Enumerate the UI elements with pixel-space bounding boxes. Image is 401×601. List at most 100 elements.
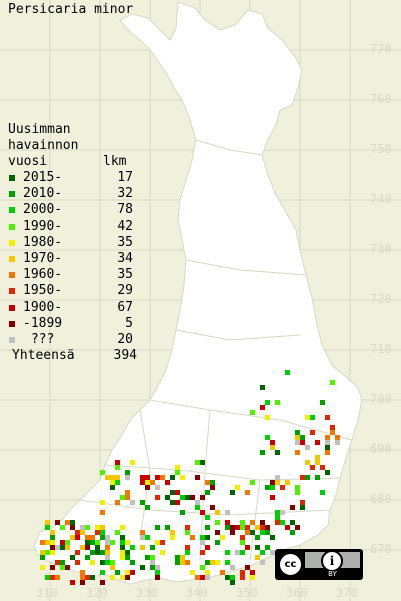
observation-square bbox=[55, 520, 60, 525]
observation-square bbox=[170, 475, 175, 480]
observation-square bbox=[215, 520, 220, 525]
observation-square bbox=[125, 475, 130, 480]
observation-square bbox=[185, 560, 190, 565]
observation-square bbox=[180, 555, 185, 560]
observation-square bbox=[245, 525, 250, 530]
observation-square bbox=[150, 565, 155, 570]
observation-square bbox=[240, 550, 245, 555]
observation-square bbox=[165, 495, 170, 500]
observation-square bbox=[70, 525, 75, 530]
legend-item: 1970- 34 bbox=[8, 251, 137, 267]
observation-square bbox=[110, 475, 115, 480]
grid-x-label: 370 bbox=[336, 586, 358, 600]
observation-square bbox=[295, 450, 300, 455]
observation-square bbox=[140, 545, 145, 550]
observation-square bbox=[65, 565, 70, 570]
observation-square bbox=[220, 570, 225, 575]
observation-square bbox=[320, 400, 325, 405]
observation-square bbox=[110, 485, 115, 490]
observation-square bbox=[205, 515, 210, 520]
observation-square bbox=[180, 510, 185, 515]
legend-header-1: Uusimman bbox=[8, 122, 71, 137]
observation-square bbox=[295, 525, 300, 530]
observation-square bbox=[280, 520, 285, 525]
legend-item-count: 78 bbox=[117, 202, 133, 218]
observation-square bbox=[100, 500, 105, 505]
observation-square bbox=[265, 435, 270, 440]
observation-square bbox=[80, 545, 85, 550]
observation-square bbox=[325, 470, 330, 475]
observation-square bbox=[295, 485, 300, 490]
observation-square bbox=[195, 460, 200, 465]
observation-square bbox=[40, 550, 45, 555]
observation-square bbox=[230, 575, 235, 580]
observation-square bbox=[330, 380, 335, 385]
observation-square bbox=[100, 550, 105, 555]
observation-square bbox=[225, 520, 230, 525]
observation-square bbox=[85, 535, 90, 540]
observation-square bbox=[80, 580, 85, 585]
observation-square bbox=[100, 470, 105, 475]
license-by-label: BY bbox=[328, 570, 337, 578]
legend-item-label: 1980- bbox=[23, 234, 63, 250]
observation-square bbox=[55, 545, 60, 550]
observation-square bbox=[175, 490, 180, 495]
observation-square bbox=[85, 525, 90, 530]
observation-square bbox=[145, 485, 150, 490]
observation-square bbox=[45, 575, 50, 580]
observation-square bbox=[245, 545, 250, 550]
observation-square bbox=[270, 445, 275, 450]
observation-square bbox=[205, 480, 210, 485]
legend-item-count: 42 bbox=[117, 218, 133, 234]
observation-square bbox=[305, 445, 310, 450]
observation-square bbox=[305, 415, 310, 420]
observation-square bbox=[275, 520, 280, 525]
observation-square bbox=[315, 455, 320, 460]
observation-square bbox=[75, 530, 80, 535]
observation-square bbox=[155, 575, 160, 580]
observation-square bbox=[125, 540, 130, 545]
observation-square bbox=[260, 450, 265, 455]
legend-swatch bbox=[9, 191, 15, 198]
observation-square bbox=[275, 480, 280, 485]
observation-square bbox=[50, 530, 55, 535]
attribution-person-icon: i bbox=[321, 550, 343, 572]
observation-square bbox=[225, 560, 230, 565]
legend-item-count: 32 bbox=[117, 186, 133, 202]
observation-square bbox=[270, 495, 275, 500]
observation-square bbox=[105, 555, 110, 560]
grid-y-label: 670 bbox=[370, 542, 392, 556]
observation-square bbox=[285, 480, 290, 485]
observation-square bbox=[300, 500, 305, 505]
observation-square bbox=[95, 525, 100, 530]
observation-square bbox=[240, 520, 245, 525]
cc-by-license-badge[interactable]: cc i BY bbox=[275, 549, 363, 580]
observation-square bbox=[270, 550, 275, 555]
observation-square bbox=[120, 495, 125, 500]
legend-item: 1960- 35 bbox=[8, 267, 137, 283]
observation-square bbox=[255, 555, 260, 560]
observation-square bbox=[115, 530, 120, 535]
observation-square bbox=[120, 525, 125, 530]
observation-square bbox=[230, 530, 235, 535]
legend-swatch bbox=[9, 239, 15, 246]
observation-square bbox=[245, 565, 250, 570]
observation-square bbox=[295, 435, 300, 440]
observation-square bbox=[325, 435, 330, 440]
observation-square bbox=[190, 495, 195, 500]
observation-square bbox=[105, 540, 110, 545]
observation-square bbox=[100, 530, 105, 535]
observation-square bbox=[240, 525, 245, 530]
observation-square bbox=[125, 495, 130, 500]
observation-square bbox=[225, 575, 230, 580]
observation-square bbox=[195, 475, 200, 480]
observation-square bbox=[270, 485, 275, 490]
observation-square bbox=[170, 535, 175, 540]
observation-square bbox=[40, 540, 45, 545]
legend-item-count: 20 bbox=[117, 331, 133, 347]
observation-square bbox=[330, 430, 335, 435]
legend-item: 1990- 42 bbox=[8, 219, 137, 235]
observation-square bbox=[85, 545, 90, 550]
observation-square bbox=[90, 575, 95, 580]
observation-square bbox=[150, 545, 155, 550]
